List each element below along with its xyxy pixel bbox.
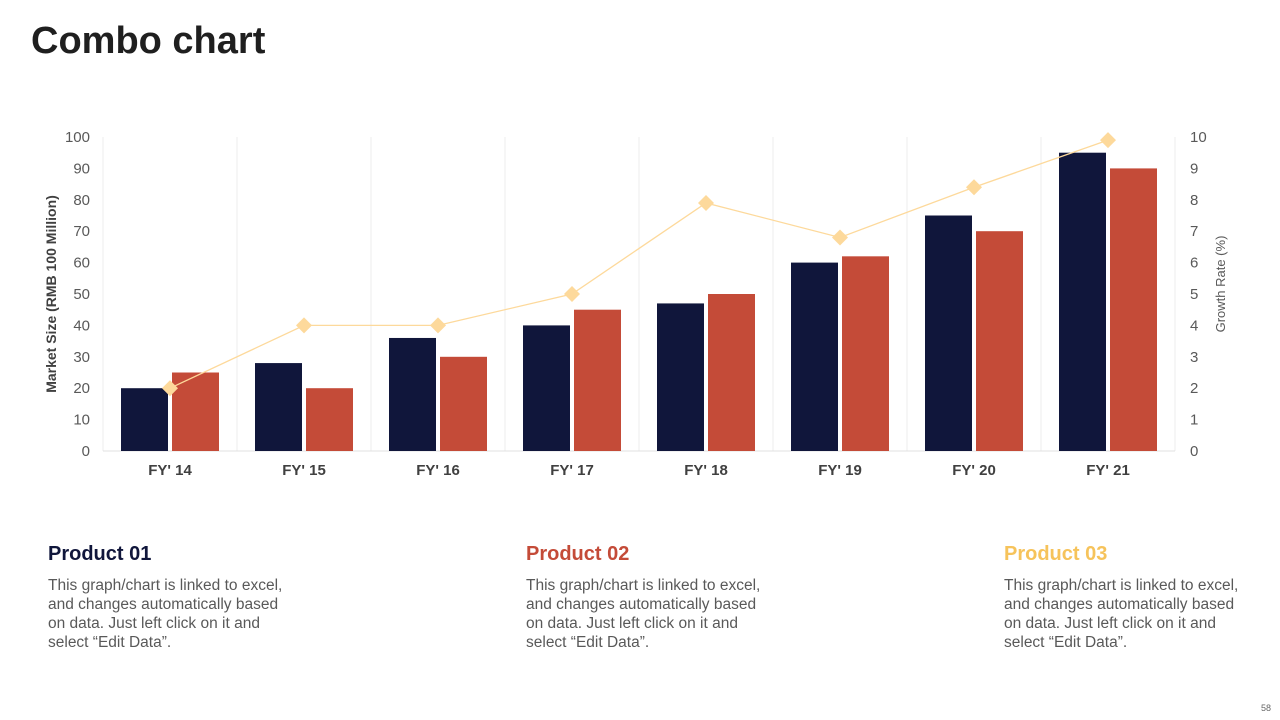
x-tick-label: FY' 15 [282,462,326,479]
x-tick-label: FY' 16 [416,462,460,479]
growth-rate-line [169,139,1109,389]
y-tick-label: 90 [73,160,90,177]
bar-series-1 [255,363,302,451]
y-tick-label: 40 [73,317,90,334]
product-title-3: Product 03 [1004,543,1108,565]
bar-series-2 [574,309,621,451]
growth-rate-point [1100,132,1116,149]
product-card-2: Product 02 This graph/chart is linked to… [526,543,776,652]
growth-rate-point [296,317,312,334]
growth-rate-point [698,194,714,211]
y2-tick-label: 3 [1190,349,1198,366]
y-tick-label: 80 [73,192,90,209]
y-tick-label: 70 [73,223,90,240]
bar-series-2 [976,231,1023,451]
bar-series-2 [306,388,353,451]
bar-series-1 [925,215,972,451]
bar-series-2 [842,256,889,451]
product-text-3: This graph/chart is linked to excel, and… [1004,577,1239,651]
bar-series-2 [172,372,219,451]
y2-tick-label: 10 [1190,129,1207,146]
bar-series-1 [657,303,704,451]
growth-rate-point [564,286,580,302]
x-tick-label: FY' 14 [148,462,192,479]
y-tick-label: 20 [73,380,90,397]
x-tick-label: FY' 21 [1086,462,1130,479]
bar-series-2 [440,356,487,451]
page-number: 58 [1260,703,1271,713]
y-tick-label: 100 [65,129,90,146]
y2-axis-title: Growth Rate (%) [1213,236,1228,333]
bar-series-1 [1059,152,1106,451]
bar-series-1 [389,337,436,451]
growth-rate-point [162,380,178,397]
page-title: Combo chart [31,20,266,62]
y2-tick-label: 7 [1190,223,1198,240]
x-tick-label: FY' 18 [684,462,728,479]
y2-tick-label: 6 [1190,255,1198,272]
y2-tick-label: 9 [1190,160,1198,177]
x-tick-label: FY' 20 [952,462,996,479]
bar-series-2 [1110,168,1157,451]
product-title-1: Product 01 [48,543,152,565]
y2-tick-label: 0 [1190,443,1198,460]
y-tick-label: 30 [73,349,90,366]
y-axis-title: Market Size (RMB 100 Million) [43,195,59,393]
growth-rate-point [966,179,982,196]
bar-series-1 [791,262,838,451]
product-title-2: Product 02 [526,543,630,565]
growth-rate-point [430,317,446,334]
y2-tick-label: 5 [1190,286,1198,303]
y2-tick-label: 1 [1190,412,1198,429]
product-card-1: Product 01 This graph/chart is linked to… [48,543,298,652]
x-tick-label: FY' 19 [818,462,862,479]
bar-series-1 [523,325,570,451]
product-card-3: Product 03 This graph/chart is linked to… [1004,543,1254,652]
y2-tick-label: 2 [1190,380,1198,397]
bar-series-1 [121,388,168,451]
bar-series-2 [708,294,755,451]
y-tick-label: 60 [73,255,90,272]
y2-tick-label: 8 [1190,192,1198,209]
y-tick-label: 10 [73,412,90,429]
product-text-1: This graph/chart is linked to excel, and… [48,577,283,651]
product-text-2: This graph/chart is linked to excel, and… [526,577,761,651]
y-tick-label: 0 [82,443,90,460]
x-tick-label: FY' 17 [550,462,594,479]
y2-tick-label: 4 [1190,317,1198,334]
y-tick-label: 50 [73,286,90,303]
growth-rate-point [832,229,848,246]
